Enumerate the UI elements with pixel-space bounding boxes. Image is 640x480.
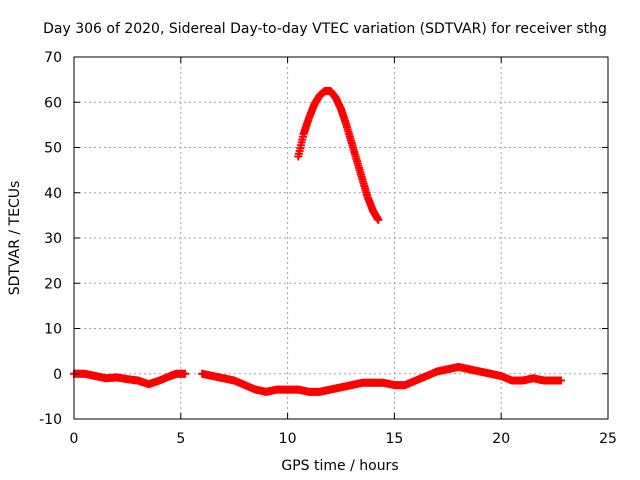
x-tick-label: 15 [385, 431, 403, 447]
y-tick-label: 0 [53, 367, 62, 383]
tick-layer: 0 5 10 15 20 25 -10 0 10 20 30 40 50 60 70 [39, 50, 617, 447]
y-tick-label: 50 [44, 141, 62, 157]
y-tick-label: 70 [44, 50, 62, 66]
chart-title: Day 306 of 2020, Sidereal Day-to-day VTE… [43, 21, 607, 37]
y-tick-label: 20 [44, 276, 62, 292]
grid-layer [74, 57, 608, 419]
x-tick-label: 5 [176, 431, 185, 447]
series-1 [70, 362, 566, 396]
data-point [374, 215, 383, 224]
x-axis-label: GPS time / hours [281, 458, 398, 474]
series-layer [70, 86, 566, 396]
y-tick-label: 40 [44, 186, 62, 202]
y-tick-label: -10 [39, 412, 62, 428]
y-tick-label: 30 [44, 231, 62, 247]
data-point [557, 376, 566, 385]
x-tick-label: 10 [279, 431, 297, 447]
y-tick-label: 10 [44, 322, 62, 338]
series-2 [294, 86, 383, 224]
x-tick-label: 25 [599, 431, 617, 447]
data-point [181, 369, 190, 378]
y-tick-label: 60 [44, 95, 62, 111]
x-tick-label: 20 [492, 431, 510, 447]
x-tick-label: 0 [70, 431, 79, 447]
y-axis-label: SDTVAR / TECUs [7, 181, 23, 296]
